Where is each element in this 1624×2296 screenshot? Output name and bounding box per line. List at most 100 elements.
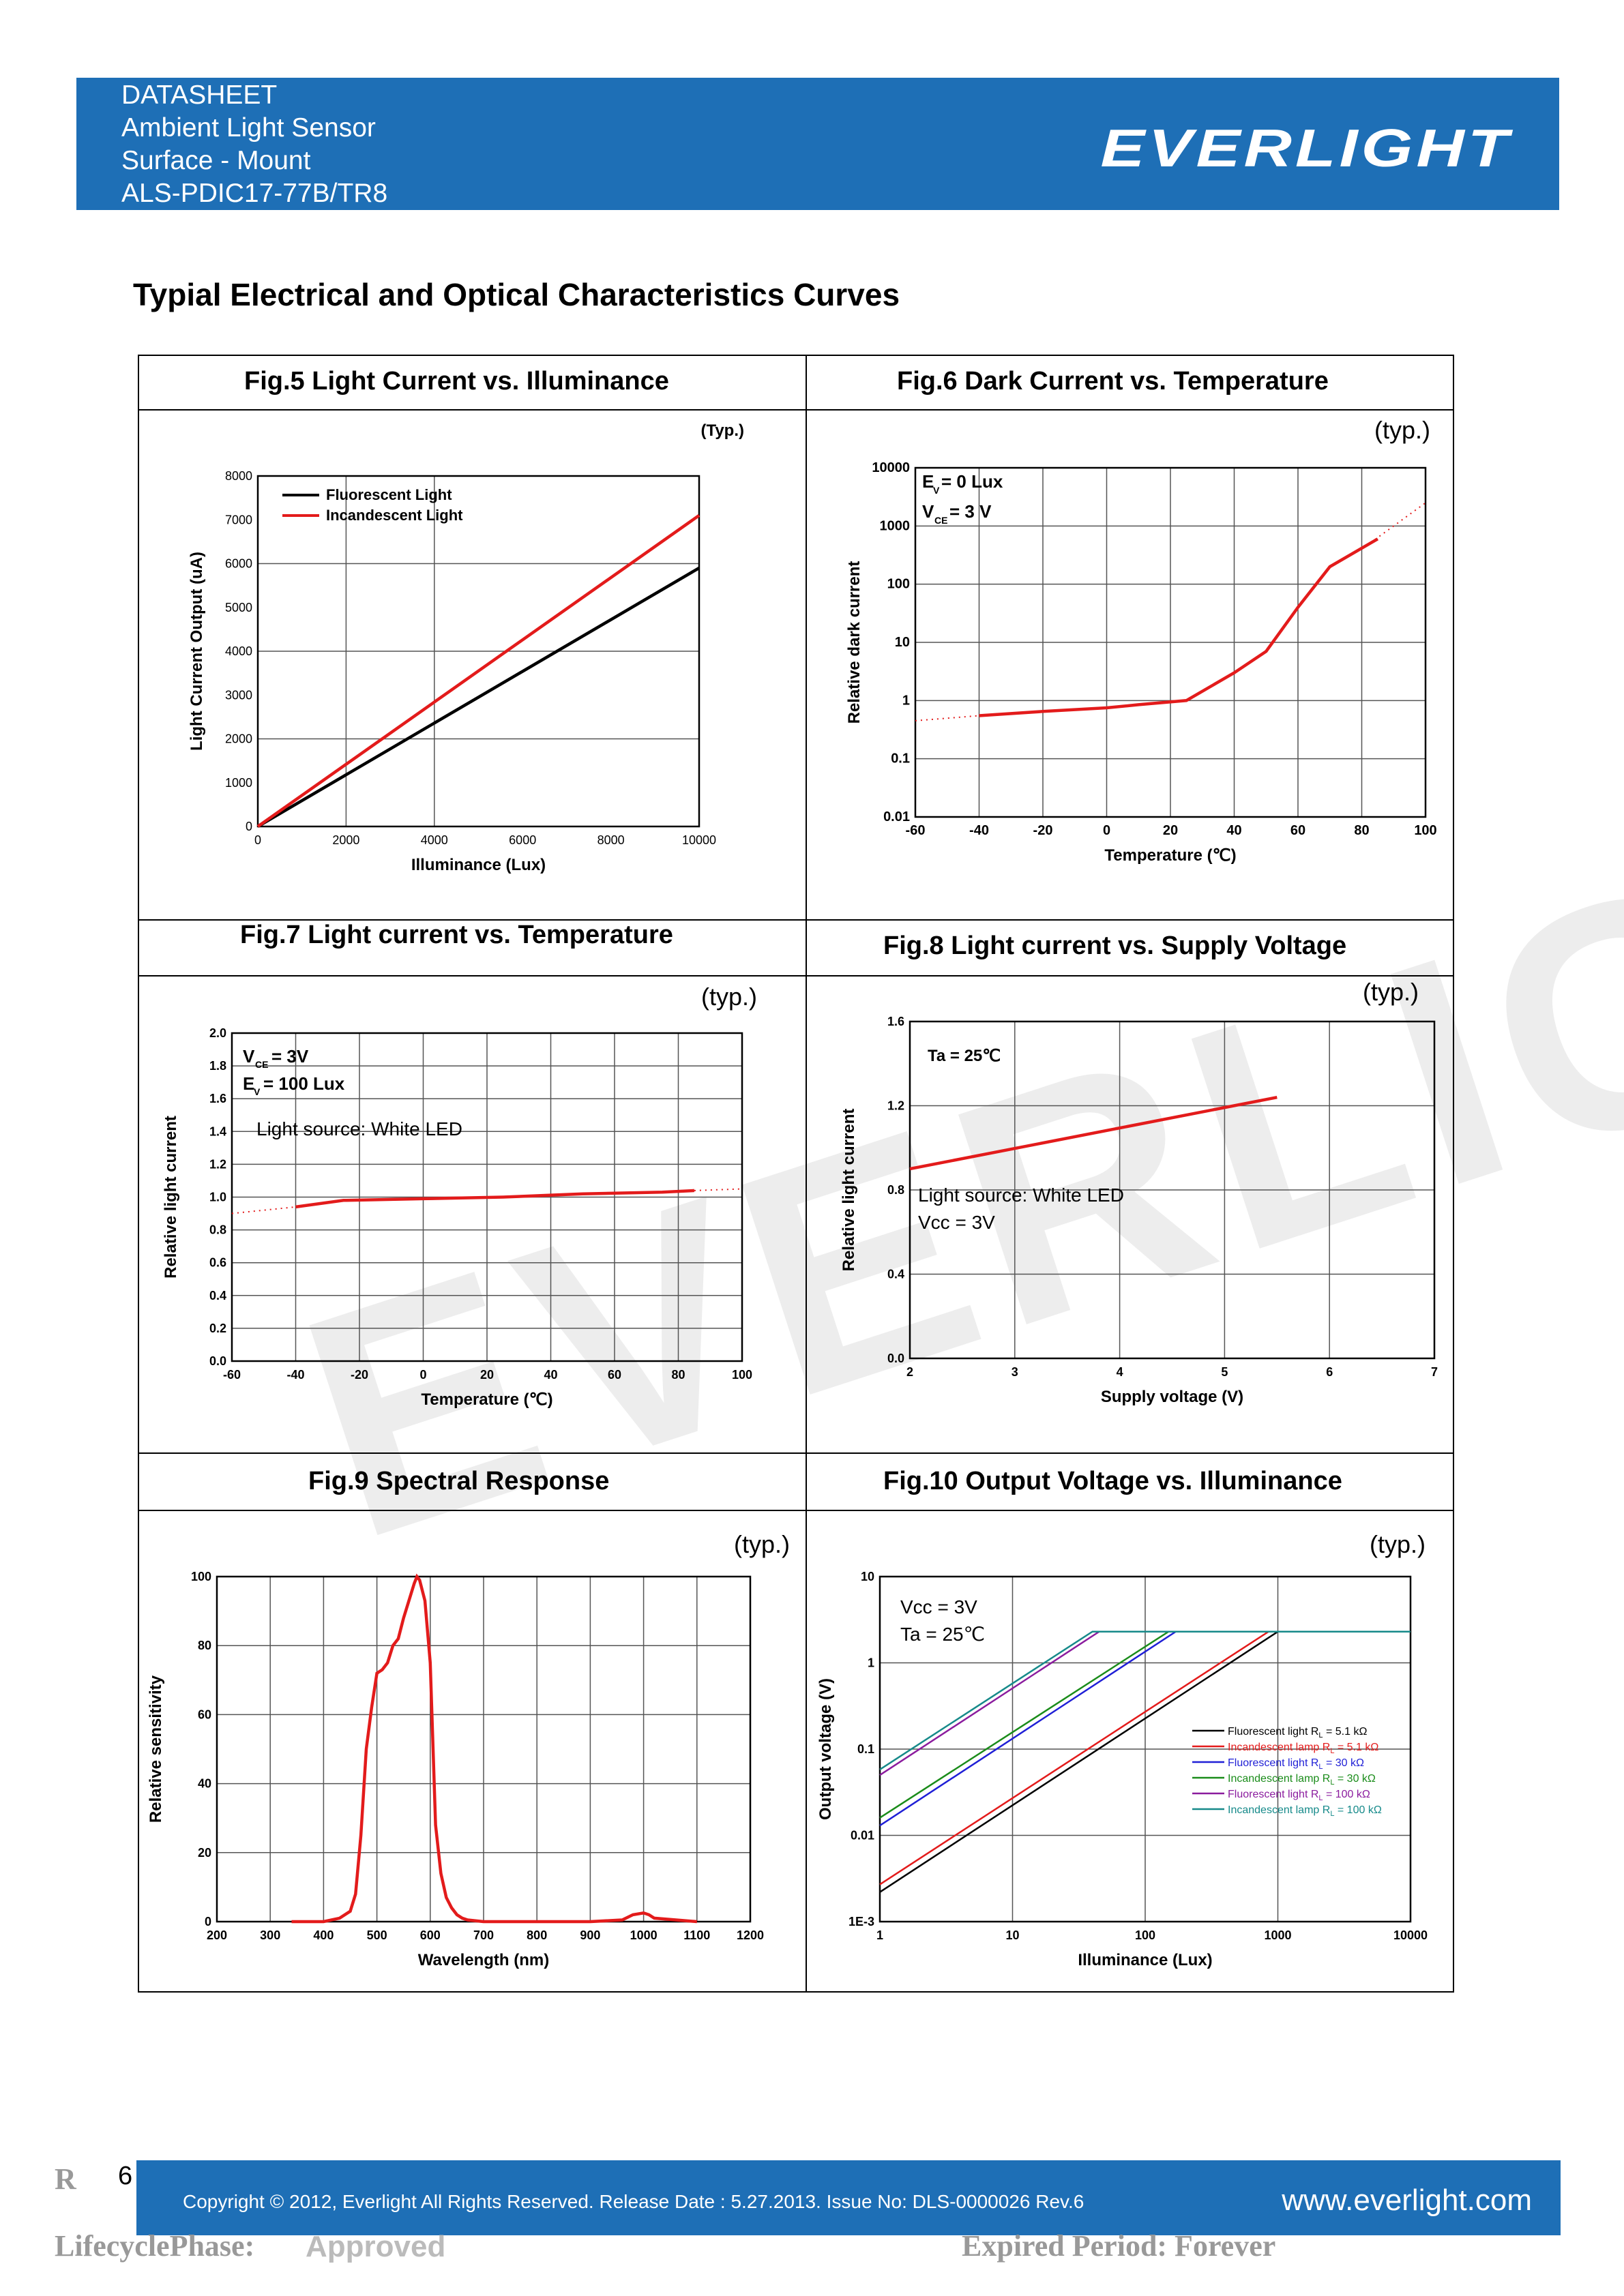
grid-border-top — [138, 355, 1454, 356]
fig6-ytick-label: 1 — [902, 693, 910, 708]
fig9-caption: Fig.9 Spectral Response — [308, 1467, 610, 1495]
fig7-xtick-label: 100 — [732, 1368, 752, 1382]
fig9-series-line-0 — [291, 1573, 697, 1924]
fig8-series-line-0 — [909, 1095, 1278, 1171]
fig9-yaxis-title: Relative sensitivity — [147, 1675, 165, 1823]
fig5-ytick-label: 5000 — [225, 601, 252, 614]
fig7-ytick-label: 1.2 — [209, 1157, 226, 1171]
fig5-ytick-label: 8000 — [225, 469, 252, 483]
fig9-xtick-label: 1200 — [737, 1928, 764, 1942]
fig6-series-line-0 — [979, 537, 1379, 717]
fig9-xtick-label: 1100 — [683, 1928, 710, 1942]
fig5-ytick-label: 0 — [246, 820, 252, 833]
fig6-ytick-label: 10000 — [872, 460, 910, 475]
fig5-xtick-label: 2000 — [332, 833, 359, 847]
fig6-xtick-label: 80 — [1354, 823, 1369, 838]
fig9-xtick-label: 200 — [207, 1928, 227, 1942]
fig10-plot-frame — [879, 1575, 1412, 1923]
fig5-xtick-label: 0 — [254, 833, 261, 847]
fig9-ytick-label: 40 — [198, 1777, 211, 1791]
fig8-plot-frame — [909, 1020, 1436, 1360]
fig6-xaxis-title: Temperature (℃) — [1104, 846, 1236, 865]
fig7-ytick-label: 0.2 — [209, 1322, 226, 1335]
fig9-ytick-label: 80 — [198, 1639, 211, 1652]
fig5-ytick-label: 7000 — [225, 513, 252, 526]
fig10-series-line-5 — [879, 1630, 1411, 1770]
fig8-xtick-label: 3 — [1012, 1365, 1018, 1379]
fig7-xtick-label: 40 — [544, 1368, 557, 1382]
fig8-annotation-ta: Ta = 25℃ — [928, 1047, 1001, 1065]
header-line-datasheet: DATASHEET — [121, 80, 278, 110]
fig7-xtick-label: -60 — [223, 1368, 241, 1382]
fig7-ytick-label: 1.8 — [209, 1059, 226, 1073]
fig10-ytick-label: 10 — [861, 1570, 874, 1583]
fig6-ytick-label: 100 — [887, 577, 910, 592]
grid-border-left — [138, 355, 139, 1993]
fig9-typ-label: (typ.) — [734, 1530, 790, 1558]
fig5-xtick-label: 8000 — [597, 833, 625, 847]
fig5-plot-frame — [256, 475, 700, 828]
fig7-xtick-label: 20 — [480, 1368, 494, 1382]
fig10-caption: Fig.10 Output Voltage vs. Illuminance — [883, 1467, 1342, 1495]
page-number: 6 — [118, 2162, 133, 2190]
fig9-xtick-label: 1000 — [630, 1928, 658, 1942]
fig10-typ-label: (typ.) — [1370, 1530, 1426, 1558]
bottom-left-initial: R — [55, 2162, 76, 2196]
fig5-xtick-label: 6000 — [509, 833, 536, 847]
fig7-xtick-label: -40 — [286, 1368, 304, 1382]
fig8-typ-label: (typ.) — [1363, 978, 1419, 1006]
fig7-ytick-label: 1.0 — [209, 1191, 226, 1204]
fig6-xtick-label: 60 — [1290, 823, 1305, 838]
fig6-xtick-label: -20 — [1033, 823, 1053, 838]
fig5-ytick-label: 6000 — [225, 557, 252, 571]
fig8-annotation-light-source: Light source: White LED — [918, 1184, 1124, 1206]
footer-website-link[interactable]: www.everlight.com — [1282, 2183, 1532, 2217]
fig9-xtick-label: 900 — [580, 1928, 600, 1942]
fig5-yaxis-title: Light Current Output (uA) — [188, 552, 206, 751]
grid-divider-vertical — [806, 355, 807, 1993]
fig10-xaxis-title: Illuminance (Lux) — [1078, 1951, 1212, 1969]
fig8-ytick-label: 0.0 — [887, 1352, 904, 1365]
fig6-xtick-label: 100 — [1414, 823, 1436, 838]
grid-rule — [138, 919, 1454, 921]
fig6-xtick-label: -60 — [906, 823, 926, 838]
header-line-mount: Surface - Mount — [121, 146, 311, 175]
section-title: Typial Electrical and Optical Characteri… — [133, 277, 900, 312]
fig7-ytick-label: 0.8 — [209, 1223, 226, 1237]
fig10-annotation-ta: Ta = 25℃ — [900, 1624, 985, 1645]
grid-border-right — [1453, 355, 1454, 1993]
fig8-ytick-label: 1.2 — [887, 1099, 904, 1113]
fig6-ytick-label: 0.01 — [883, 809, 910, 824]
fig6-ytick-label: 0.1 — [891, 751, 910, 766]
fig10-legend-label-5: Incandescent lamp RL = 100 kΩ — [1228, 1804, 1382, 1818]
grid-rule — [138, 1452, 1454, 1454]
fig5-series-line-0 — [256, 566, 700, 828]
grid-rule — [138, 1510, 1454, 1511]
fig7-annotation-ev-sub: V — [254, 1086, 261, 1097]
fig6-xtick-label: -40 — [969, 823, 989, 838]
fig6-annotation-vce-value: = 3 V — [949, 501, 992, 522]
fig7-xaxis-title: Temperature (℃) — [421, 1390, 552, 1409]
fig8-xtick-label: 2 — [906, 1365, 913, 1379]
fig10-ytick-label: 1E-3 — [848, 1915, 874, 1928]
fig7-yaxis-title: Relative light current — [162, 1116, 180, 1279]
fig8-xtick-label: 7 — [1431, 1365, 1438, 1379]
fig7-annotation-vce-sub: CE — [255, 1059, 268, 1070]
fig10-xtick-label: 1 — [876, 1928, 883, 1942]
fig6-ytick-label: 10 — [895, 635, 910, 650]
fig7-annotation-vce-value: = 3V — [271, 1046, 309, 1067]
fig9-xtick-label: 500 — [367, 1928, 387, 1942]
fig9-xtick-label: 400 — [313, 1928, 334, 1942]
fig5-series-line-1 — [256, 513, 700, 828]
fig10-ytick-label: 1 — [868, 1656, 874, 1670]
fig8-ytick-label: 1.6 — [887, 1015, 904, 1028]
fig7-xtick-label: -20 — [351, 1368, 368, 1382]
fig6-xtick-label: 20 — [1163, 823, 1178, 838]
figure-grid: Fig.5 Light Current vs. Illuminance Fig.… — [138, 355, 1454, 1993]
fig7-ytick-label: 1.6 — [209, 1092, 226, 1105]
fig9-ytick-label: 60 — [198, 1708, 211, 1721]
fig7-annotation-light-source: Light source: White LED — [256, 1118, 462, 1139]
fig6-caption: Fig.6 Dark Current vs. Temperature — [897, 367, 1329, 396]
fig7-annotation-ev: E — [243, 1073, 254, 1094]
fig8-annotation-vcc: Vcc = 3V — [918, 1212, 995, 1233]
